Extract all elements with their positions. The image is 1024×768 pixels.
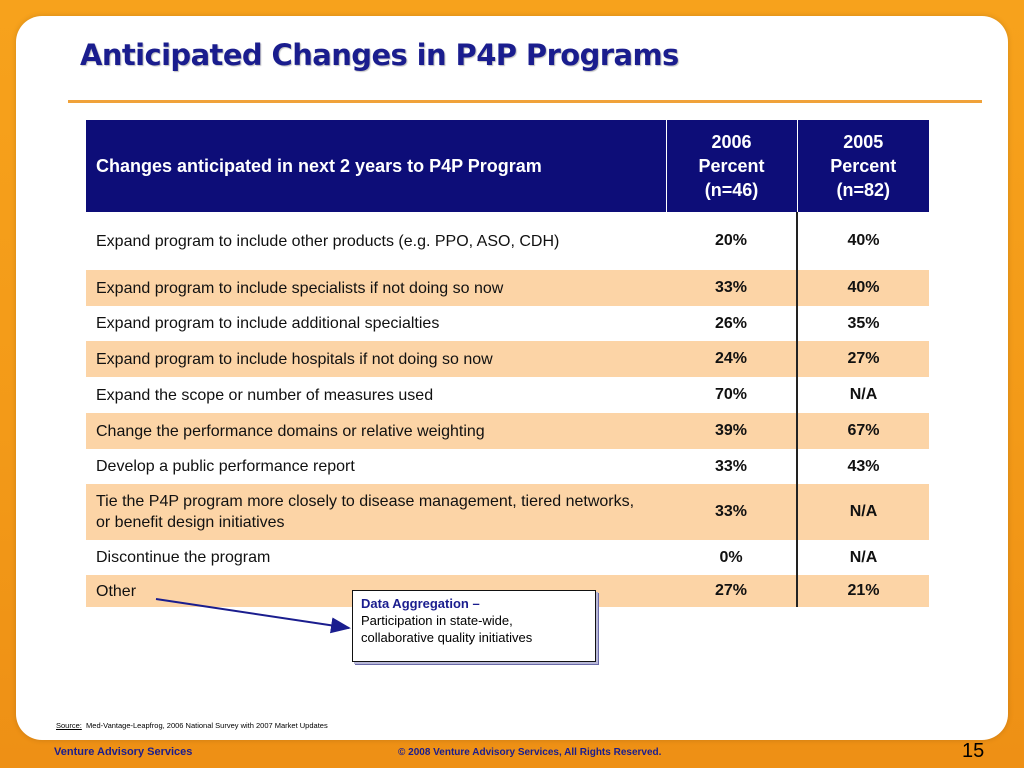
title-divider	[68, 100, 982, 103]
value-2005: 21%	[797, 575, 929, 607]
value-2006: 26%	[666, 306, 798, 341]
value-2005: 67%	[797, 413, 929, 449]
row-label: Change the performance domains or relati…	[86, 413, 666, 449]
header-2006-year: 2006	[711, 132, 752, 152]
table-row: Tie the P4P program more closely to dise…	[86, 484, 929, 540]
value-2006: 39%	[666, 413, 798, 449]
data-aggregation-callout: Data Aggregation – Participation in stat…	[352, 590, 596, 662]
table-row: Develop a public performance report 33% …	[86, 449, 929, 484]
value-2006: 24%	[666, 341, 798, 377]
value-2005: N/A	[797, 377, 929, 413]
table-row: Change the performance domains or relati…	[86, 413, 929, 449]
row-label: Expand program to include specialists if…	[86, 270, 666, 306]
table-row: Expand the scope or number of measures u…	[86, 377, 929, 413]
header-2006: 2006 Percent (n=46)	[665, 120, 798, 212]
table-row: Expand program to include hospitals if n…	[86, 341, 929, 377]
callout-body: Participation in state-wide, collaborati…	[361, 613, 533, 645]
source-text: Med-Vantage-Leapfrog, 2006 National Surv…	[86, 721, 328, 730]
value-2005: N/A	[797, 484, 929, 540]
value-2006: 27%	[666, 575, 798, 607]
value-2006: 33%	[666, 484, 798, 540]
header-2005-percent: Percent	[830, 156, 897, 176]
page-number: 15	[962, 740, 985, 762]
changes-table: Changes anticipated in next 2 years to P…	[86, 120, 929, 607]
value-2005: 43%	[797, 449, 929, 484]
row-label: Develop a public performance report	[86, 449, 666, 484]
header-2005-n: (n=82)	[836, 180, 891, 200]
source-label: Source:	[56, 721, 82, 730]
row-label: Tie the P4P program more closely to dise…	[86, 484, 666, 540]
value-2006: 33%	[666, 270, 798, 306]
value-2006: 0%	[666, 540, 798, 575]
header-2006-percent: Percent	[698, 156, 765, 176]
value-2006: 70%	[666, 377, 798, 413]
row-label: Expand the scope or number of measures u…	[86, 377, 666, 413]
value-2005: 27%	[797, 341, 929, 377]
row-label: Expand program to include hospitals if n…	[86, 341, 666, 377]
row-label: Expand program to include additional spe…	[86, 306, 666, 341]
table-row: Discontinue the program 0% N/A	[86, 540, 929, 575]
row-label: Expand program to include other products…	[86, 212, 666, 270]
value-2006: 33%	[666, 449, 798, 484]
footer-copyright: © 2008 Venture Advisory Services, All Ri…	[398, 747, 662, 758]
table-row: Expand program to include other products…	[86, 212, 929, 270]
table-header-row: Changes anticipated in next 2 years to P…	[86, 120, 929, 212]
callout-title: Data Aggregation –	[361, 596, 480, 611]
slide-title: Anticipated Changes in P4P Programs	[80, 38, 679, 72]
table-row: Expand program to include additional spe…	[86, 306, 929, 341]
value-2005: 40%	[797, 270, 929, 306]
row-label: Discontinue the program	[86, 540, 666, 575]
header-2005-year: 2005	[843, 132, 884, 152]
header-2006-n: (n=46)	[704, 180, 759, 200]
source-note: Source: Med-Vantage-Leapfrog, 2006 Natio…	[56, 721, 328, 730]
value-2005: 35%	[797, 306, 929, 341]
value-2005: 40%	[797, 212, 929, 270]
value-2006: 20%	[666, 212, 798, 270]
header-2005: 2005 Percent (n=82)	[797, 120, 929, 212]
footer-company: Venture Advisory Services	[54, 746, 193, 758]
table-row: Expand program to include specialists if…	[86, 270, 929, 306]
value-2005: N/A	[797, 540, 929, 575]
header-changes: Changes anticipated in next 2 years to P…	[86, 120, 666, 212]
